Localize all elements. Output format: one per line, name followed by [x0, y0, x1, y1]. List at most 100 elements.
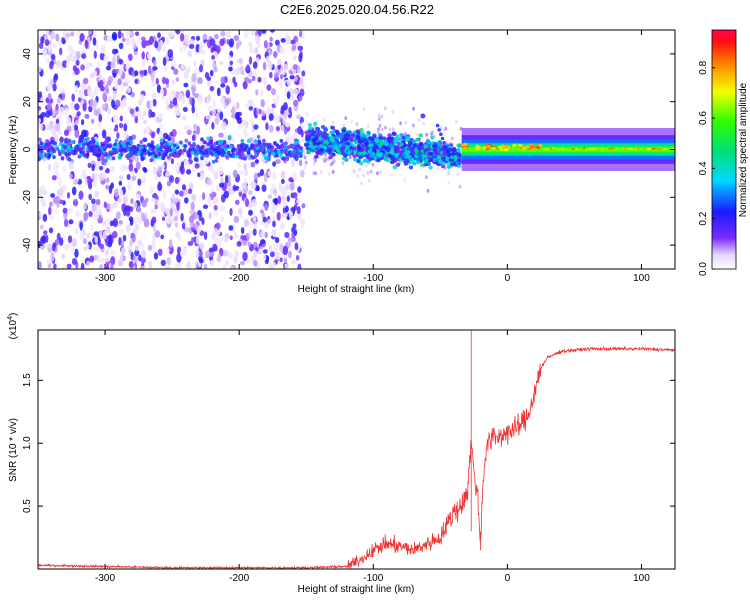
spectrogram-cell [196, 125, 200, 135]
spectrogram-cell [82, 153, 87, 158]
spectrogram-cell [44, 39, 50, 46]
spectrogram-cell [287, 131, 292, 140]
spectrogram-cell [225, 30, 231, 39]
spectrogram-cell [269, 251, 275, 258]
spectrogram-cell [103, 164, 107, 170]
spectrogram-cell [64, 243, 70, 251]
spectrogram-cell [40, 185, 46, 191]
spectrogram-cell [292, 55, 297, 61]
spectrogram-cell [360, 148, 365, 152]
spectrogram-cell [261, 254, 267, 261]
spectrogram-cell [129, 140, 134, 145]
spectrogram-cell [195, 35, 201, 41]
spectrogram-cell [357, 139, 363, 144]
spectrogram-cell [269, 187, 273, 197]
spectrogram-cell [40, 96, 46, 106]
spectrogram-cell [111, 99, 116, 109]
spectrogram-cell [395, 162, 401, 167]
spectrogram-cell [245, 30, 249, 36]
spectrogram-cell [315, 126, 320, 131]
spectrogram-cell [39, 154, 43, 159]
spectrogram-cell [54, 123, 61, 132]
spectrogram-cell [166, 256, 172, 266]
spectrogram-cell [636, 147, 640, 150]
spectrogram-cell [197, 77, 203, 85]
spectrogram-cell [52, 242, 56, 252]
spectrogram-cell [115, 99, 121, 108]
spectrogram-cell [379, 140, 384, 145]
spectrogram-cell [279, 73, 284, 80]
spectrogram-cell [121, 37, 126, 43]
x-tick-label: -100 [363, 573, 383, 584]
spectrogram-cell [253, 260, 258, 267]
spectrogram-cell [88, 30, 93, 35]
spectrogram-cell [149, 35, 154, 46]
spectrogram-cell [425, 135, 429, 140]
spectrogram-cell [291, 171, 297, 181]
spectrogram-cell [137, 150, 141, 155]
spectrogram-cell [134, 154, 140, 163]
spectrogram-cell [157, 32, 161, 39]
spectrogram-cell [267, 157, 271, 162]
spectrogram-cell [64, 107, 69, 117]
spectrogram-cell [148, 260, 153, 269]
spectrogram-cell [187, 50, 193, 58]
spectrogram-cell [445, 157, 450, 162]
spectrogram-cell [153, 154, 158, 159]
spectrogram-cell [277, 195, 282, 204]
spectrogram-cell [229, 235, 233, 241]
spectrogram-cell [76, 111, 81, 117]
spectrogram-cell [59, 237, 64, 246]
spectrogram-cell [133, 215, 140, 224]
spectrogram-cell [198, 159, 204, 169]
spectrogram-cell [284, 141, 288, 146]
spectrogram-cell [274, 237, 280, 244]
spectrogram-cell [70, 101, 75, 110]
spectrogram-cell [532, 147, 536, 150]
spectrogram-cell [38, 106, 42, 111]
spectrogram-cell [160, 259, 166, 267]
spectrogram-cell [220, 153, 225, 158]
spectrogram-cell [93, 254, 98, 261]
spectrogram-cell [286, 195, 290, 202]
spectrogram-cell [218, 166, 224, 175]
spectrogram-cell [277, 58, 282, 66]
spectrogram-cell [237, 66, 241, 75]
spectrogram-cell [62, 264, 67, 269]
spectrogram-cell [51, 43, 57, 48]
spectrogram-cell [279, 138, 284, 143]
spectrogram-cell [440, 136, 445, 141]
spectrogram-cell [207, 105, 213, 112]
spectrogram-cell [92, 37, 97, 46]
spectrogram-cell [324, 140, 330, 145]
spectrogram-cell [80, 82, 85, 90]
spectrogram-cell [256, 185, 260, 192]
spectrogram-cell [227, 187, 232, 193]
spectrogram-cell [182, 115, 187, 121]
spectrogram-cell [357, 152, 362, 156]
spectrogram-cell [414, 149, 419, 154]
spectrogram-cell [71, 93, 75, 102]
spectrogram-cell [251, 198, 257, 208]
spectrogram-cell [95, 198, 101, 206]
spectrogram-cell [329, 130, 334, 135]
spectrogram-cell [331, 169, 335, 174]
spectrogram-cell [197, 210, 202, 216]
spectrogram-cell [200, 156, 204, 161]
spectrogram-cell [425, 147, 431, 152]
spectrogram-cell [59, 87, 65, 94]
spectrogram-cell [65, 116, 72, 127]
spectrogram-cell [172, 97, 178, 106]
spectrogram-cell [432, 157, 438, 162]
spectrogram-cell [253, 172, 258, 181]
spectrogram-cell [318, 137, 323, 141]
spectrogram-cell [106, 155, 110, 160]
spectrogram-cell [80, 119, 85, 126]
spectrogram-cell [105, 217, 111, 227]
spectrogram-cell [102, 92, 107, 102]
snr-panel: -300 -200 -100 0 100 0.5 1.0 1.5 Height of str… [7, 313, 676, 595]
spectrogram-cell [332, 159, 336, 164]
spectrogram-cell [139, 241, 145, 250]
spectrogram-cell [152, 60, 157, 67]
spectrogram-cell [228, 78, 234, 84]
